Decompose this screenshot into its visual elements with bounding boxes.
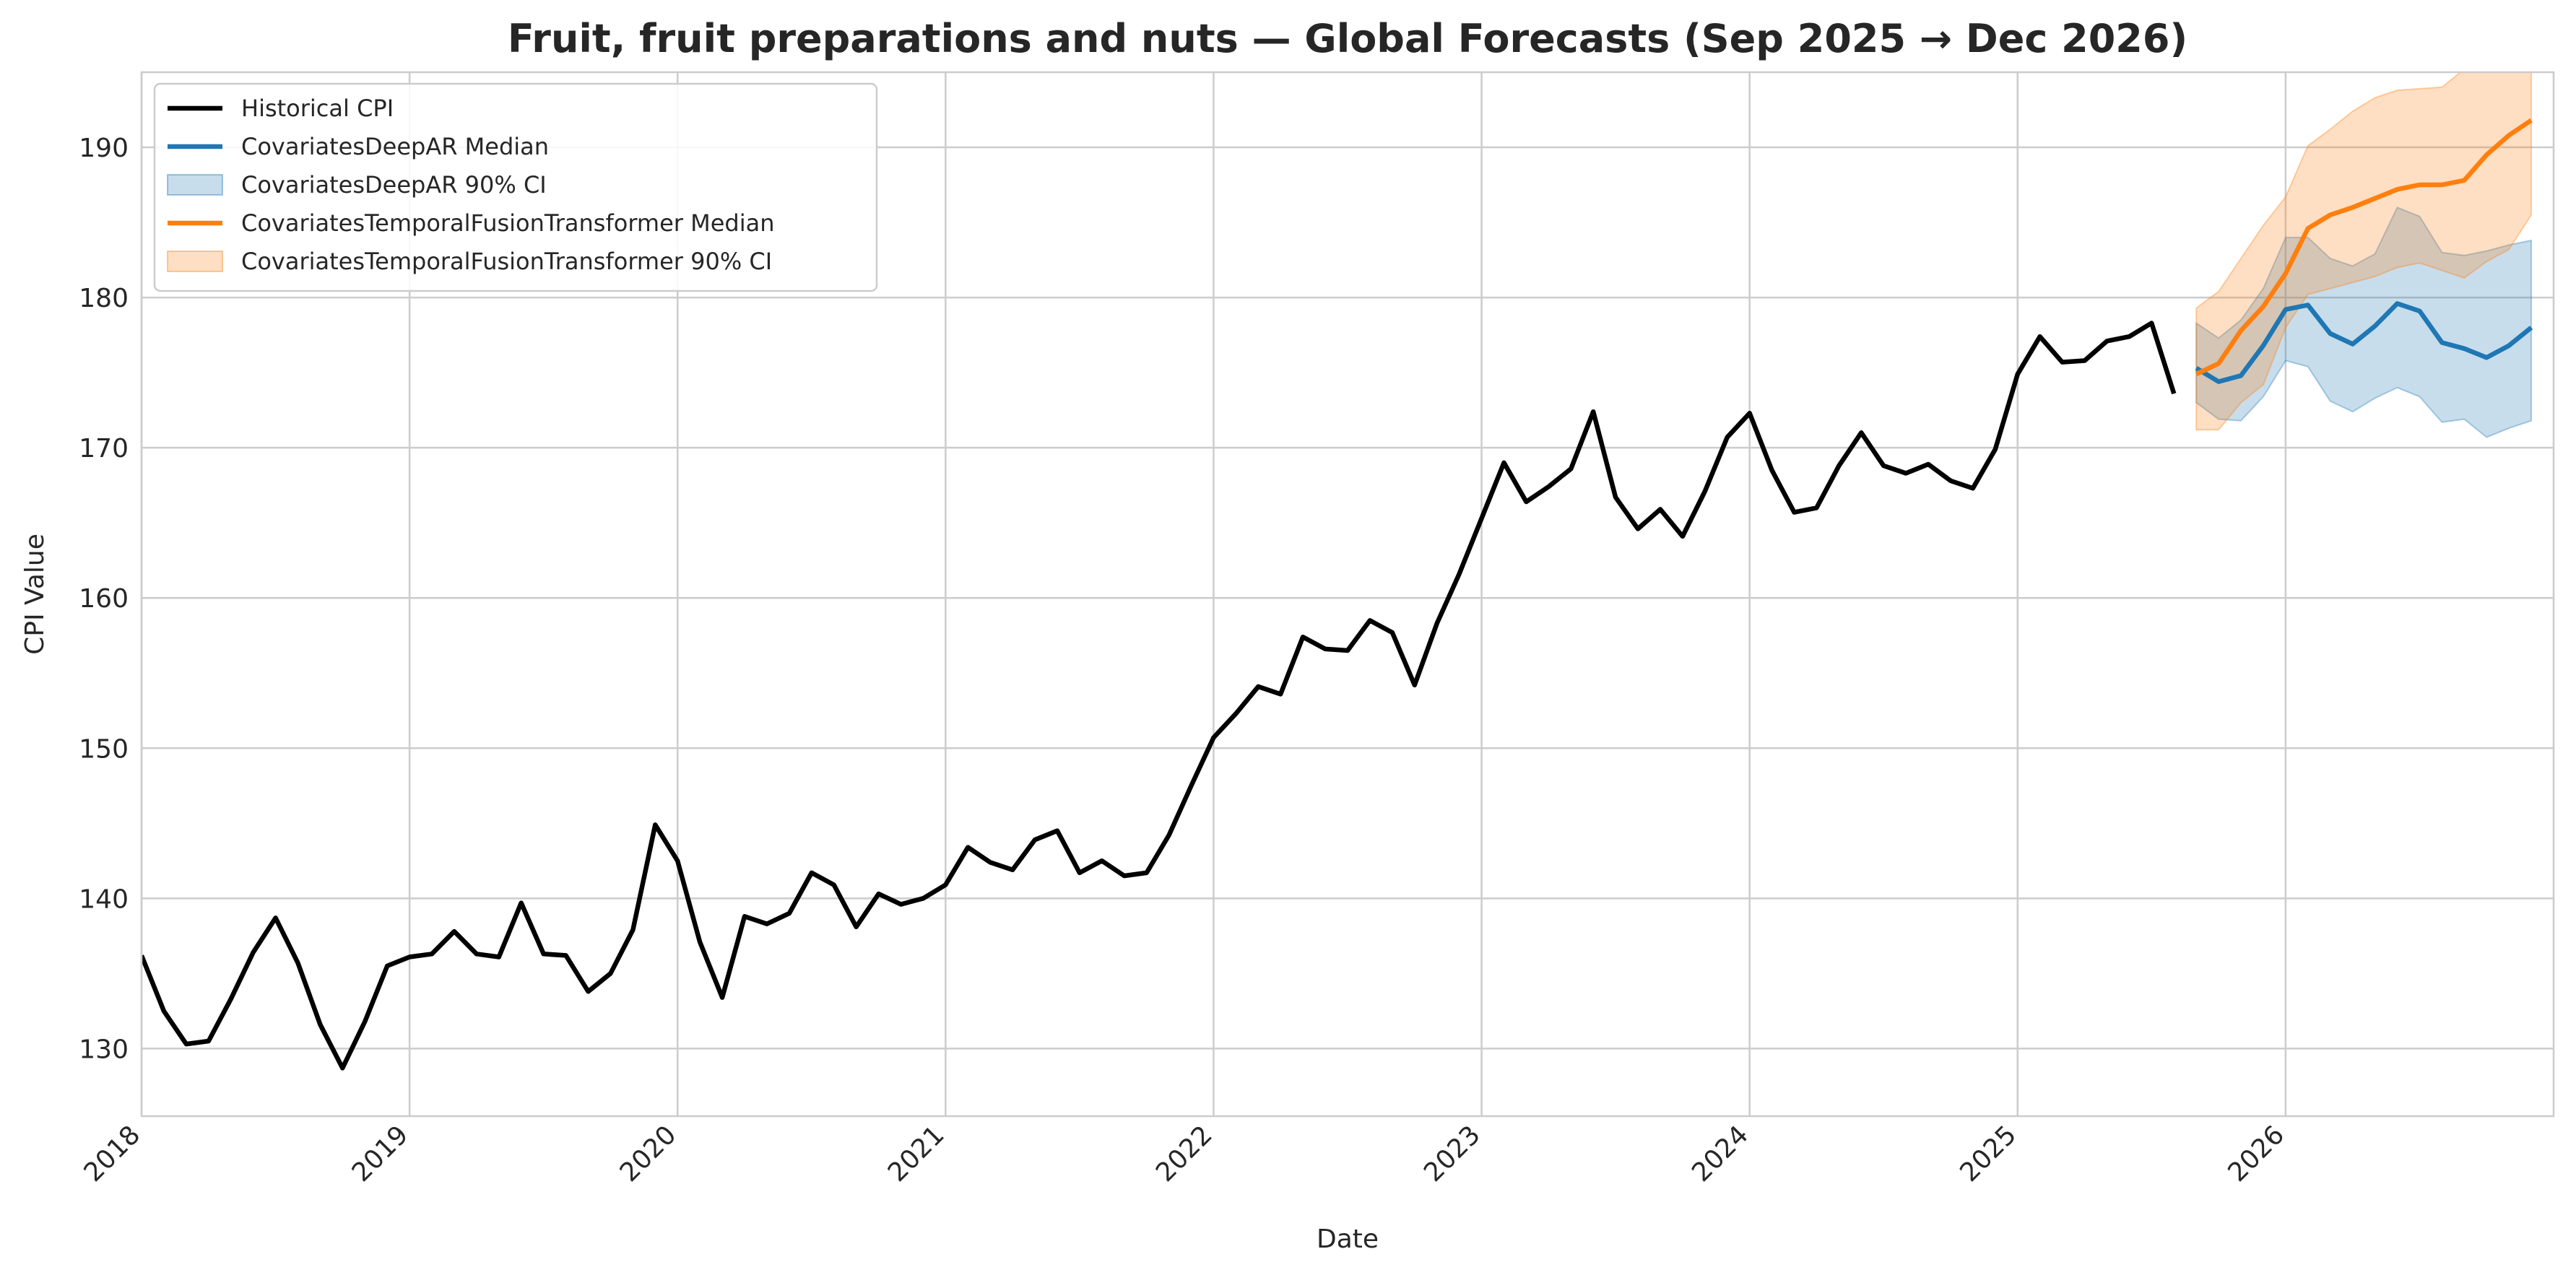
y-tick-label: 160 bbox=[79, 584, 129, 614]
ci-band bbox=[2195, 206, 2533, 438]
legend-band-swatch bbox=[167, 251, 223, 272]
historical-cpi-line bbox=[142, 321, 2177, 1071]
legend-band-swatch bbox=[167, 174, 223, 196]
legend-entry-label: CovariatesTemporalFusionTransformer Medi… bbox=[241, 209, 774, 237]
legend-entry-label: CovariatesDeepAR Median bbox=[241, 133, 549, 160]
confidence-bands bbox=[2195, 72, 2533, 438]
y-tick-label: 180 bbox=[79, 284, 129, 313]
y-tick-label: 130 bbox=[79, 1035, 129, 1064]
legend-box bbox=[153, 82, 878, 292]
ci-band bbox=[2195, 72, 2533, 431]
median-line bbox=[2195, 301, 2533, 384]
y-tick-label: 140 bbox=[79, 884, 129, 914]
legend-entry-label: CovariatesDeepAR 90% CI bbox=[241, 171, 547, 199]
y-axis-label: CPI Value bbox=[20, 534, 50, 655]
y-tick-label: 150 bbox=[79, 734, 129, 764]
x-axis-label: Date bbox=[1317, 1224, 1379, 1254]
y-tick-label: 170 bbox=[79, 434, 129, 464]
legend-entry-label: Historical CPI bbox=[241, 95, 394, 122]
y-tick-label: 190 bbox=[79, 134, 129, 163]
legend-entry-label: CovariatesTemporalFusionTransformer 90% … bbox=[241, 248, 772, 275]
plot-frame bbox=[140, 71, 2555, 1118]
chart-title: Fruit, fruit preparations and nuts — Glo… bbox=[508, 16, 2187, 61]
series-lines bbox=[142, 118, 2533, 1071]
median-line bbox=[2195, 118, 2533, 377]
legend: Historical CPI CovariatesDeepAR Median Cov… bbox=[153, 82, 878, 292]
